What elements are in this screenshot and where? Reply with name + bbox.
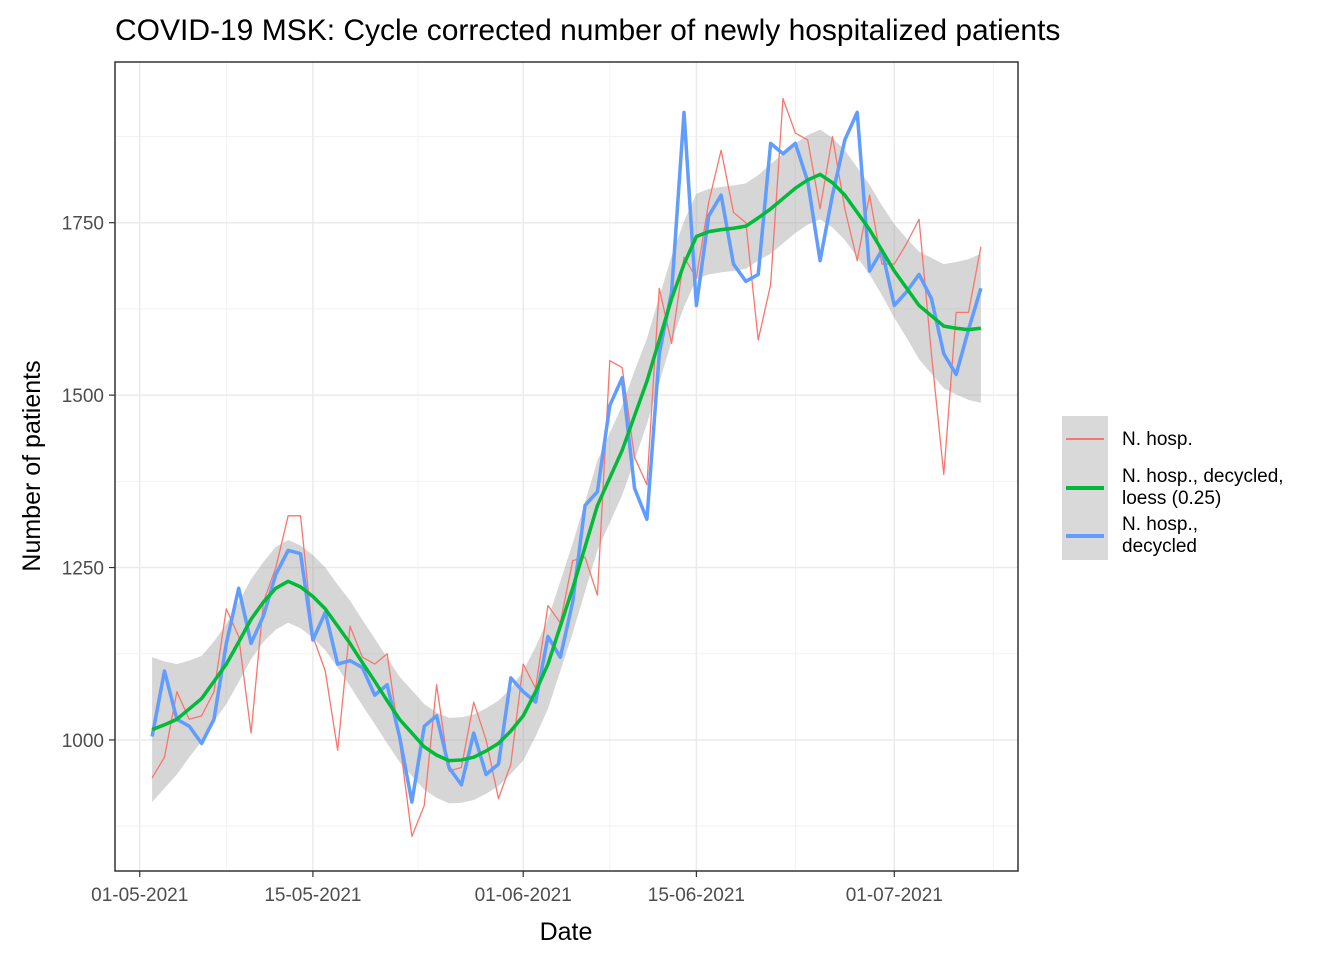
legend-key <box>1062 464 1108 512</box>
x-tick-label: 15-05-2021 <box>264 885 361 906</box>
legend-label: N. hosp., decycled <box>1122 514 1199 557</box>
legend-item: N. hosp. <box>1062 416 1284 464</box>
series-line <box>151 97 982 838</box>
x-axis-title: Date <box>540 918 593 946</box>
series-line <box>151 172 982 763</box>
chart-title: COVID-19 MSK: Cycle corrected number of … <box>115 14 1060 47</box>
confidence-band <box>152 129 981 804</box>
x-tick-label: 01-07-2021 <box>846 885 943 906</box>
y-tick-label: 1250 <box>62 559 104 580</box>
plot-border <box>114 61 1019 872</box>
legend-swatch <box>1066 438 1104 440</box>
legend-key <box>1062 512 1108 560</box>
y-tick-label: 1500 <box>62 386 104 407</box>
legend-item: N. hosp., decycled <box>1062 512 1284 560</box>
legend-swatch <box>1066 486 1104 490</box>
y-tick-label: 1750 <box>62 214 104 235</box>
legend-item: N. hosp., decycled, loess (0.25) <box>1062 464 1284 512</box>
plot-background <box>115 62 1018 871</box>
x-tick-label: 01-06-2021 <box>475 885 572 906</box>
x-tick-label: 01-05-2021 <box>91 885 188 906</box>
x-tick-label: 15-06-2021 <box>648 885 745 906</box>
legend-label: N. hosp., decycled, loess (0.25) <box>1122 466 1284 509</box>
series-line <box>150 110 983 804</box>
y-tick-label: 1000 <box>62 731 104 752</box>
legend-swatch <box>1066 534 1104 538</box>
legend: N. hosp. N. hosp., decycled, loess (0.25)… <box>1062 416 1284 560</box>
y-axis-title: Number of patients <box>18 360 46 571</box>
legend-label: N. hosp. <box>1122 429 1193 450</box>
legend-key <box>1062 416 1108 464</box>
